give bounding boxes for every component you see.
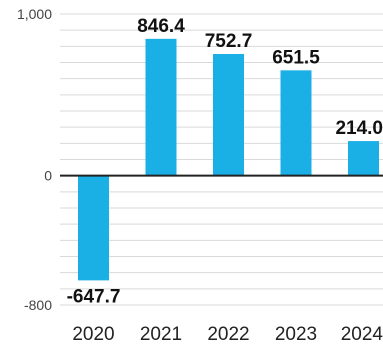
data-label-2022: 752.7 bbox=[205, 31, 253, 52]
bar-2020 bbox=[78, 175, 109, 281]
bar-2023 bbox=[280, 70, 312, 176]
bars bbox=[78, 38, 379, 281]
x-tick-label-2021: 2021 bbox=[140, 324, 182, 345]
bar-2022 bbox=[213, 53, 244, 176]
x-tick-label-2023: 2023 bbox=[275, 324, 317, 345]
y-tick-label: 0 bbox=[44, 168, 52, 184]
bar-2024 bbox=[348, 141, 379, 176]
data-label-2020: -647.7 bbox=[67, 286, 121, 307]
x-tick-label-2022: 2022 bbox=[207, 324, 249, 345]
y-tick-label: -800 bbox=[24, 297, 52, 313]
labels: 1,000 0 -800 -647.7 2020 846.4 2021 752.7 2022 65… bbox=[17, 6, 383, 345]
x-tick-label-2024: 2024 bbox=[341, 324, 383, 345]
data-label-2023: 651.5 bbox=[272, 47, 320, 68]
data-label-2021: 846.4 bbox=[137, 16, 185, 37]
y-tick-label: 1,000 bbox=[17, 6, 52, 22]
bar-2021 bbox=[145, 38, 177, 176]
data-label-2024: 214.0 bbox=[335, 118, 383, 139]
x-tick-label-2020: 2020 bbox=[72, 324, 114, 345]
